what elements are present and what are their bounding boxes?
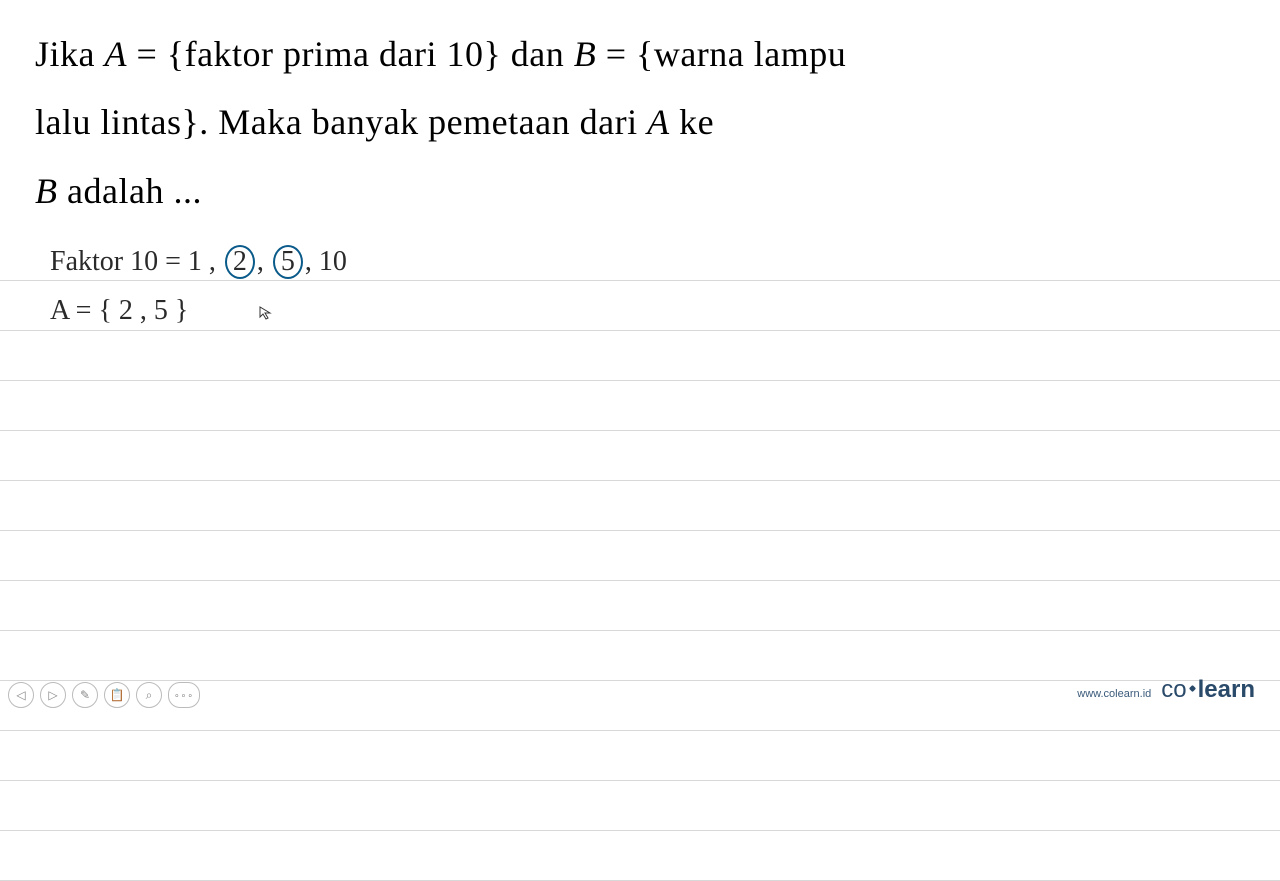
footer-logo: colearn [1161, 676, 1255, 704]
text-segment: A = { 2 , 5 } [50, 295, 188, 326]
var-B: B [574, 34, 597, 74]
ruled-line [0, 330, 1280, 331]
text-segment: Faktor 10 = 1 , [50, 246, 216, 277]
logo-co: co [1161, 676, 1186, 703]
logo-learn: learn [1198, 676, 1255, 703]
search-icon[interactable]: ⌕ [136, 682, 162, 708]
text-segment: ke [670, 102, 714, 142]
ruled-line [0, 730, 1280, 731]
circled-number: 5 [273, 245, 303, 279]
toolbar: ◁ ▷ ✎ 📋 ⌕ ∘∘∘ [8, 682, 200, 708]
logo-dot-icon [1189, 685, 1196, 692]
footer-url: www.colearn.id [1077, 688, 1151, 700]
ruled-line [0, 580, 1280, 581]
ruled-line [0, 530, 1280, 531]
ruled-line [0, 630, 1280, 631]
text-segment: adalah ... [58, 171, 202, 211]
back-icon[interactable]: ◁ [8, 682, 34, 708]
circled-number: 2 [225, 245, 255, 279]
text-segment: lalu lintas}. Maka banyak pemetaan dari [35, 102, 647, 142]
var-A: A [647, 102, 670, 142]
problem-statement: Jika A = {faktor prima dari 10} dan B = … [0, 0, 1280, 225]
ruled-line [0, 480, 1280, 481]
pen-icon[interactable]: ✎ [72, 682, 98, 708]
forward-icon[interactable]: ▷ [40, 682, 66, 708]
var-B: B [35, 171, 58, 211]
text-segment: = {warna lampu [596, 34, 846, 74]
footer-brand: www.colearn.id colearn [1077, 676, 1255, 704]
var-A: A [105, 34, 128, 74]
more-icon[interactable]: ∘∘∘ [168, 682, 200, 708]
problem-line-2: lalu lintas}. Maka banyak pemetaan dari … [35, 88, 1245, 156]
ruled-line [0, 280, 1280, 281]
text-segment: = {faktor prima dari 10} dan [127, 34, 574, 74]
clipboard-icon[interactable]: 📋 [104, 682, 130, 708]
ruled-line [0, 780, 1280, 781]
ruled-line [0, 380, 1280, 381]
problem-line-1: Jika A = {faktor prima dari 10} dan B = … [35, 20, 1245, 88]
ruled-line [0, 830, 1280, 831]
text-segment: Jika [35, 34, 105, 74]
cursor-icon [258, 305, 274, 326]
problem-line-3: B adalah ... [35, 157, 1245, 225]
ruled-line [0, 430, 1280, 431]
handwritten-line-2: A = { 2 , 5 } [50, 295, 188, 327]
text-segment: , [257, 246, 264, 277]
handwritten-line-1: Faktor 10 = 1 , 2, 5, 10 [50, 245, 347, 279]
text-segment: , 10 [305, 246, 347, 277]
